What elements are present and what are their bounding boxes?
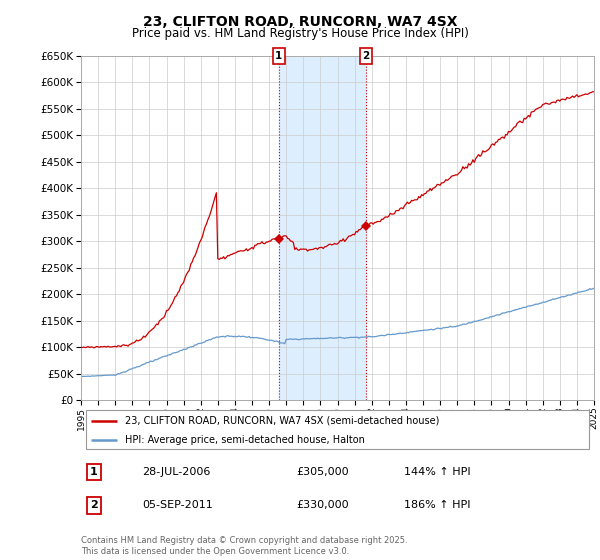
Text: 05-SEP-2011: 05-SEP-2011	[143, 501, 214, 510]
Text: 23, CLIFTON ROAD, RUNCORN, WA7 4SX: 23, CLIFTON ROAD, RUNCORN, WA7 4SX	[143, 15, 457, 29]
Text: 2: 2	[90, 501, 98, 510]
Text: Contains HM Land Registry data © Crown copyright and database right 2025.
This d: Contains HM Land Registry data © Crown c…	[81, 536, 407, 556]
Text: £330,000: £330,000	[296, 501, 349, 510]
Text: £305,000: £305,000	[296, 467, 349, 477]
FancyBboxPatch shape	[86, 410, 589, 449]
Text: 2: 2	[362, 51, 370, 61]
Text: 1: 1	[275, 51, 283, 61]
Text: HPI: Average price, semi-detached house, Halton: HPI: Average price, semi-detached house,…	[125, 435, 364, 445]
Text: 28-JUL-2006: 28-JUL-2006	[143, 467, 211, 477]
Text: 1: 1	[90, 467, 98, 477]
Text: 23, CLIFTON ROAD, RUNCORN, WA7 4SX (semi-detached house): 23, CLIFTON ROAD, RUNCORN, WA7 4SX (semi…	[125, 416, 439, 426]
Bar	[279, 56, 366, 400]
Text: Price paid vs. HM Land Registry's House Price Index (HPI): Price paid vs. HM Land Registry's House …	[131, 27, 469, 40]
Text: 144% ↑ HPI: 144% ↑ HPI	[404, 467, 471, 477]
Text: 186% ↑ HPI: 186% ↑ HPI	[404, 501, 470, 510]
